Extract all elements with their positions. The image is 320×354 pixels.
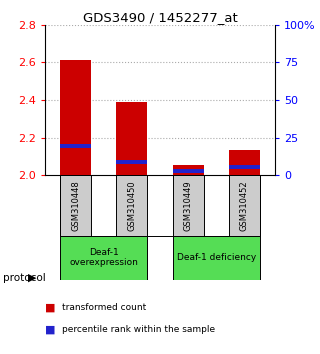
Bar: [173, 165, 204, 175]
Text: Deaf-1
overexpression: Deaf-1 overexpression: [69, 248, 138, 268]
Bar: [116, 175, 147, 236]
Bar: [173, 175, 204, 236]
Text: ■: ■: [45, 324, 55, 334]
Bar: [173, 236, 260, 280]
Text: GSM310448: GSM310448: [71, 180, 80, 231]
Text: protocol: protocol: [3, 273, 46, 283]
Bar: [229, 165, 260, 169]
Text: Deaf-1 deficiency: Deaf-1 deficiency: [177, 253, 256, 262]
Title: GDS3490 / 1452277_at: GDS3490 / 1452277_at: [83, 11, 237, 24]
Bar: [60, 59, 91, 175]
Text: GSM310450: GSM310450: [127, 180, 136, 231]
Bar: [229, 150, 260, 175]
Text: transformed count: transformed count: [62, 303, 147, 313]
Bar: [229, 175, 260, 236]
Text: GSM310452: GSM310452: [240, 180, 249, 231]
Bar: [60, 175, 260, 236]
Text: GSM310449: GSM310449: [184, 180, 193, 231]
Text: ■: ■: [45, 303, 55, 313]
Bar: [60, 236, 147, 280]
Bar: [60, 144, 91, 148]
Text: percentile rank within the sample: percentile rank within the sample: [62, 325, 216, 334]
Bar: [173, 169, 204, 173]
Bar: [116, 102, 147, 175]
Bar: [116, 160, 147, 164]
Text: ▶: ▶: [28, 273, 36, 283]
Bar: [60, 175, 91, 236]
